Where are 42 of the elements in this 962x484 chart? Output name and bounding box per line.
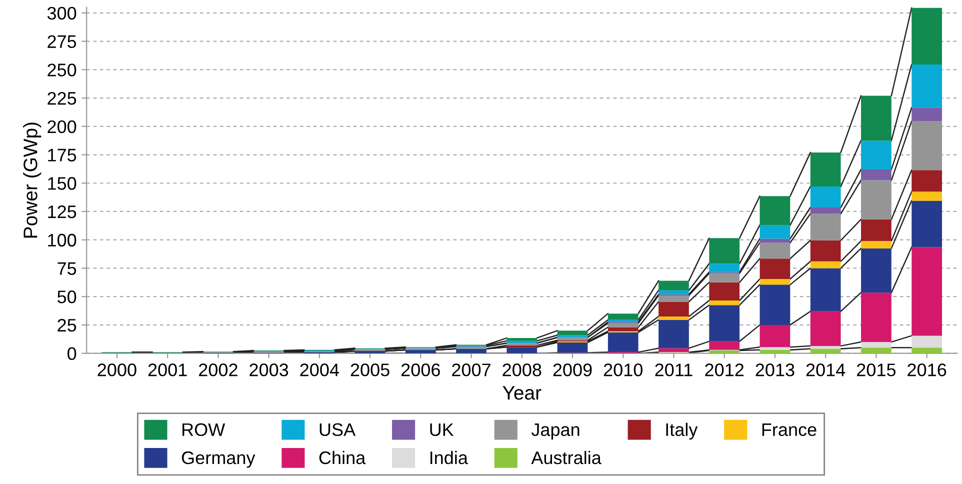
x-tick-label: 2007 [452, 364, 490, 376]
x-tick-label: 2003 [250, 364, 288, 376]
legend-label: UK [430, 423, 454, 436]
x-tick-label: 2002 [199, 364, 238, 376]
x-tick-label: 2010 [604, 364, 642, 376]
legend-label: India [430, 450, 468, 464]
y-tick-label: 175 [48, 148, 76, 162]
x-tick-label: 2011 [655, 364, 692, 376]
y-tick-label: 150 [48, 177, 76, 190]
y-tick-label: 50 [58, 290, 76, 304]
legend-label: China [319, 450, 366, 464]
x-tick-label: 2006 [401, 364, 440, 376]
x-tick-label: 2000 [98, 364, 136, 376]
y-tick-label: 200 [48, 120, 76, 134]
legend-label: Japan [531, 423, 580, 440]
legend-label: France [762, 423, 816, 436]
legend-label: Australia [531, 450, 602, 464]
y-tick-label: 125 [48, 205, 76, 218]
y-axis-title: Power (GWp) [23, 122, 42, 238]
y-tick-label: 25 [58, 318, 76, 332]
x-tick-label: 2009 [553, 364, 592, 376]
x-tick-label: 2014 [806, 364, 846, 376]
x-tick-label: 2008 [502, 364, 542, 376]
x-tick-label: 2001 [148, 364, 187, 376]
y-tick-label: 0 [68, 347, 76, 360]
legend-label: USA [320, 423, 356, 436]
legend-label: Italy [666, 422, 698, 440]
x-tick-label: 2013 [756, 364, 794, 376]
x-axis-title: Year [502, 386, 542, 400]
x-tick-label: 2005 [350, 364, 390, 376]
y-tick-label: 100 [48, 234, 76, 247]
x-tick-label: 2016 [908, 364, 946, 376]
x-tick-label: 2004 [300, 364, 339, 376]
legend-label: ROW [182, 423, 226, 436]
y-tick-label: 75 [58, 262, 76, 275]
legend-label: Germany [182, 451, 256, 468]
y-tick-label: 275 [48, 35, 76, 48]
y-tick-label: 225 [48, 92, 76, 105]
y-tick-label: 300 [47, 6, 76, 20]
x-tick-label: 2012 [705, 364, 744, 376]
y-tick-label: 250 [48, 64, 76, 76]
x-tick-label: 2015 [857, 364, 896, 376]
